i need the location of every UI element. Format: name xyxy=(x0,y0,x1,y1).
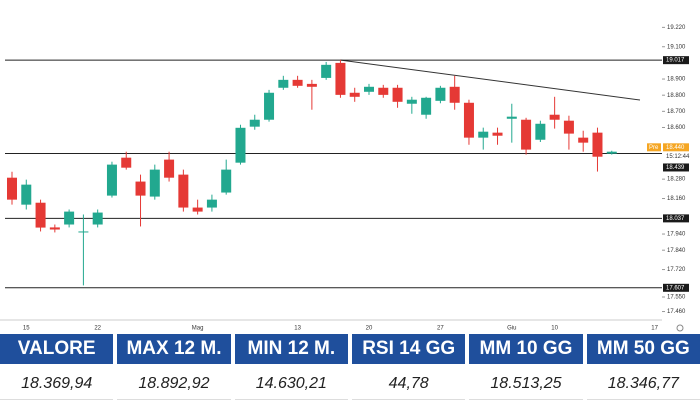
candle-body xyxy=(421,97,432,115)
y-tick-label: 17.550 xyxy=(667,295,686,301)
x-tick-label: 13 xyxy=(294,326,301,332)
candle-body xyxy=(106,164,117,196)
candle-body xyxy=(592,132,603,157)
table-header: MM 10 GG xyxy=(469,334,583,364)
candle-body xyxy=(92,212,103,225)
y-tick-label: 17.460 xyxy=(667,309,686,315)
candle-body xyxy=(449,86,460,103)
y-tick-label: 19.100 xyxy=(667,44,686,50)
candle-body xyxy=(278,79,289,88)
table-header: RSI 14 GG xyxy=(352,334,466,364)
y-tick-label: 18.700 xyxy=(667,109,686,115)
level-box xyxy=(663,163,689,172)
current-time: 15:12:44 xyxy=(666,154,690,160)
candle-body xyxy=(235,127,246,163)
stats-table: VALORE MAX 12 M. MIN 12 M. RSI 14 GG MM 10 G… xyxy=(0,334,700,400)
candle-body xyxy=(21,184,32,205)
candle-body xyxy=(249,119,260,127)
current-label: 18.440 xyxy=(666,145,685,151)
candle-body xyxy=(49,227,60,230)
candle-body xyxy=(149,169,160,197)
candle-body xyxy=(306,83,317,87)
x-tick-label: 17 xyxy=(651,326,658,332)
current-box xyxy=(663,143,689,152)
candle-body xyxy=(164,159,175,178)
y-tick-label: 17.840 xyxy=(667,248,686,254)
x-tick-label: 22 xyxy=(94,326,101,332)
table-header: VALORE xyxy=(0,334,114,364)
level-box xyxy=(663,56,689,65)
candle-body xyxy=(506,116,517,119)
candle-body xyxy=(463,102,474,138)
candle-body xyxy=(349,92,360,97)
candle-body xyxy=(206,199,217,208)
chart: 19.220 19.100 18.900 18.800 18.700 18.600 18.2… xyxy=(0,25,690,332)
table-value: 18.369,94 xyxy=(0,368,114,400)
x-tick-label: 20 xyxy=(366,326,373,332)
x-tick-label: 27 xyxy=(437,326,444,332)
candle-body xyxy=(78,231,89,233)
y-tick-label: 18.900 xyxy=(667,77,686,83)
candle-body xyxy=(478,131,489,138)
level-label: 19.017 xyxy=(666,58,685,64)
candle-body xyxy=(221,169,232,193)
candle-body xyxy=(64,211,75,225)
candle-body xyxy=(7,177,17,200)
table-header: MM 50 GG xyxy=(586,334,700,364)
candle-body xyxy=(335,62,346,95)
table-header: MIN 12 M. xyxy=(234,334,348,364)
table-value: 18.346,77 xyxy=(586,368,700,400)
level-box xyxy=(663,283,689,292)
x-tick-label: Giu xyxy=(507,326,516,332)
table-value: 14.630,21 xyxy=(234,368,348,400)
x-tick-label: Mag xyxy=(192,326,204,332)
x-tick-label: 10 xyxy=(551,326,558,332)
candle-body xyxy=(606,151,617,154)
trend-line xyxy=(339,59,641,101)
candle-body xyxy=(549,114,560,120)
y-tick-label: 18.280 xyxy=(667,177,686,183)
y-tick-label: 18.160 xyxy=(667,196,686,202)
candle-body xyxy=(192,207,203,212)
candle-body xyxy=(578,137,589,143)
y-tick-label: 18.800 xyxy=(667,93,686,99)
level-label: 18.439 xyxy=(666,165,685,171)
y-tick-label: 18.600 xyxy=(667,125,686,131)
table-value: 44,78 xyxy=(352,368,466,400)
settings-icon[interactable] xyxy=(676,324,684,332)
candle-body xyxy=(364,86,374,92)
candle-body xyxy=(178,174,189,208)
candle-body xyxy=(264,92,275,120)
current-tag: Pre xyxy=(649,145,659,151)
candle-body xyxy=(521,119,532,150)
table-value: 18.892,92 xyxy=(117,368,231,400)
y-tick-label: 17.720 xyxy=(667,267,686,273)
candle-body xyxy=(35,202,46,228)
level-label: 17.607 xyxy=(666,285,685,291)
table-value: 18.513,25 xyxy=(469,368,583,400)
current-tag-box xyxy=(647,143,661,152)
y-tick-label: 17.940 xyxy=(667,232,686,238)
candle-body xyxy=(535,123,546,140)
y-tick-label: 19.220 xyxy=(667,25,686,31)
candle-body xyxy=(292,79,303,86)
candle-body xyxy=(406,99,417,104)
level-box xyxy=(663,214,689,223)
candle-body xyxy=(378,87,389,95)
candle-body xyxy=(392,87,403,102)
candle-body xyxy=(321,64,332,78)
candle-body xyxy=(121,157,132,168)
candle-body xyxy=(135,181,146,196)
x-tick-label: 15 xyxy=(23,326,30,332)
level-label: 18.037 xyxy=(666,216,685,222)
candle-body xyxy=(435,87,446,101)
candle-body xyxy=(563,120,574,134)
table-header: MAX 12 M. xyxy=(117,334,231,364)
candle-body xyxy=(492,132,503,136)
